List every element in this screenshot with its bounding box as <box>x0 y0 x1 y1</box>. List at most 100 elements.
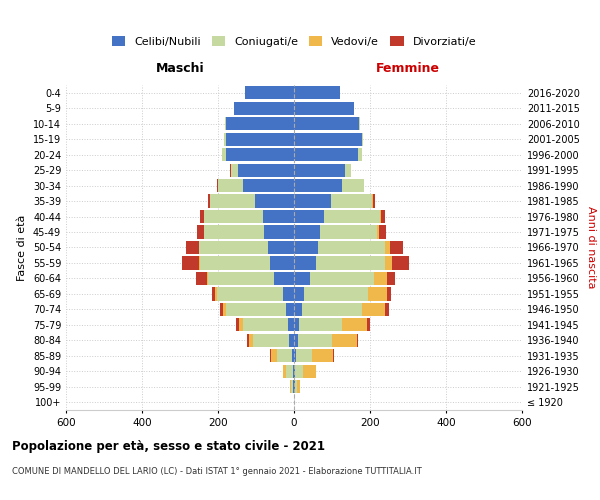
Bar <box>277 350 292 362</box>
Bar <box>220 303 223 316</box>
Bar <box>293 364 294 378</box>
Bar <box>294 241 317 254</box>
Bar <box>242 179 294 192</box>
Bar <box>374 272 387 285</box>
Bar <box>217 288 283 300</box>
Bar <box>236 318 239 332</box>
Bar <box>310 272 374 285</box>
Bar <box>298 334 332 347</box>
Bar <box>333 350 334 362</box>
Bar <box>182 256 199 270</box>
Bar <box>372 194 373 207</box>
Bar <box>208 194 211 207</box>
Bar <box>196 272 206 285</box>
Bar <box>385 241 390 254</box>
Bar <box>294 226 320 238</box>
Bar <box>234 102 294 115</box>
Bar <box>226 303 286 316</box>
Bar <box>294 334 298 347</box>
Bar <box>223 303 226 316</box>
Bar <box>385 256 392 270</box>
Bar <box>226 132 294 145</box>
Bar <box>294 210 323 223</box>
Bar <box>263 210 294 223</box>
Bar <box>382 210 385 223</box>
Bar <box>295 364 303 378</box>
Bar <box>294 380 295 394</box>
Bar <box>268 241 294 254</box>
Bar <box>373 194 376 207</box>
Text: COMUNE DI MANDELLO DEL LARIO (LC) - Dati ISTAT 1° gennaio 2021 - Elaborazione TU: COMUNE DI MANDELLO DEL LARIO (LC) - Dati… <box>12 468 422 476</box>
Bar <box>296 380 300 394</box>
Bar <box>286 364 293 378</box>
Bar <box>350 164 352 176</box>
Bar <box>302 303 362 316</box>
Bar <box>208 272 274 285</box>
Bar <box>303 364 316 378</box>
Bar <box>197 226 205 238</box>
Bar <box>239 318 242 332</box>
Bar <box>294 194 331 207</box>
Bar <box>295 380 296 394</box>
Bar <box>377 226 379 238</box>
Bar <box>200 256 271 270</box>
Bar <box>211 194 255 207</box>
Bar <box>294 303 302 316</box>
Bar <box>225 117 226 130</box>
Bar <box>218 179 242 192</box>
Bar <box>271 256 294 270</box>
Bar <box>226 148 294 161</box>
Bar <box>294 288 304 300</box>
Bar <box>265 226 294 238</box>
Bar <box>199 241 268 254</box>
Bar <box>199 256 200 270</box>
Text: Femmine: Femmine <box>376 62 440 75</box>
Bar <box>387 288 391 300</box>
Bar <box>226 117 294 130</box>
Bar <box>238 164 294 176</box>
Bar <box>392 256 409 270</box>
Bar <box>212 288 215 300</box>
Bar <box>289 318 294 332</box>
Bar <box>289 334 294 347</box>
Bar <box>292 380 293 394</box>
Bar <box>387 272 395 285</box>
Bar <box>296 350 312 362</box>
Bar <box>299 318 341 332</box>
Bar <box>215 288 217 300</box>
Bar <box>379 226 386 238</box>
Bar <box>253 334 289 347</box>
Bar <box>294 86 340 100</box>
Text: Maschi: Maschi <box>155 62 205 75</box>
Bar <box>230 164 231 176</box>
Bar <box>206 272 208 285</box>
Bar <box>255 194 294 207</box>
Legend: Celibi/Nubili, Coniugati/e, Vedovi/e, Divorziati/e: Celibi/Nubili, Coniugati/e, Vedovi/e, Di… <box>107 32 481 52</box>
Bar <box>200 210 204 223</box>
Bar <box>390 241 403 254</box>
Bar <box>247 334 249 347</box>
Bar <box>317 241 385 254</box>
Bar <box>274 272 294 285</box>
Bar <box>286 303 294 316</box>
Bar <box>294 318 299 332</box>
Bar <box>346 164 350 176</box>
Bar <box>320 226 377 238</box>
Bar <box>292 350 294 362</box>
Bar <box>312 350 333 362</box>
Bar <box>224 132 226 145</box>
Bar <box>294 364 295 378</box>
Bar <box>341 318 367 332</box>
Bar <box>294 350 296 362</box>
Bar <box>294 117 359 130</box>
Bar <box>271 350 277 362</box>
Bar <box>205 226 265 238</box>
Bar <box>358 148 362 161</box>
Bar <box>294 256 316 270</box>
Bar <box>368 288 387 300</box>
Bar <box>204 210 263 223</box>
Bar <box>332 334 356 347</box>
Bar <box>186 241 199 254</box>
Bar <box>362 303 385 316</box>
Bar <box>293 380 294 394</box>
